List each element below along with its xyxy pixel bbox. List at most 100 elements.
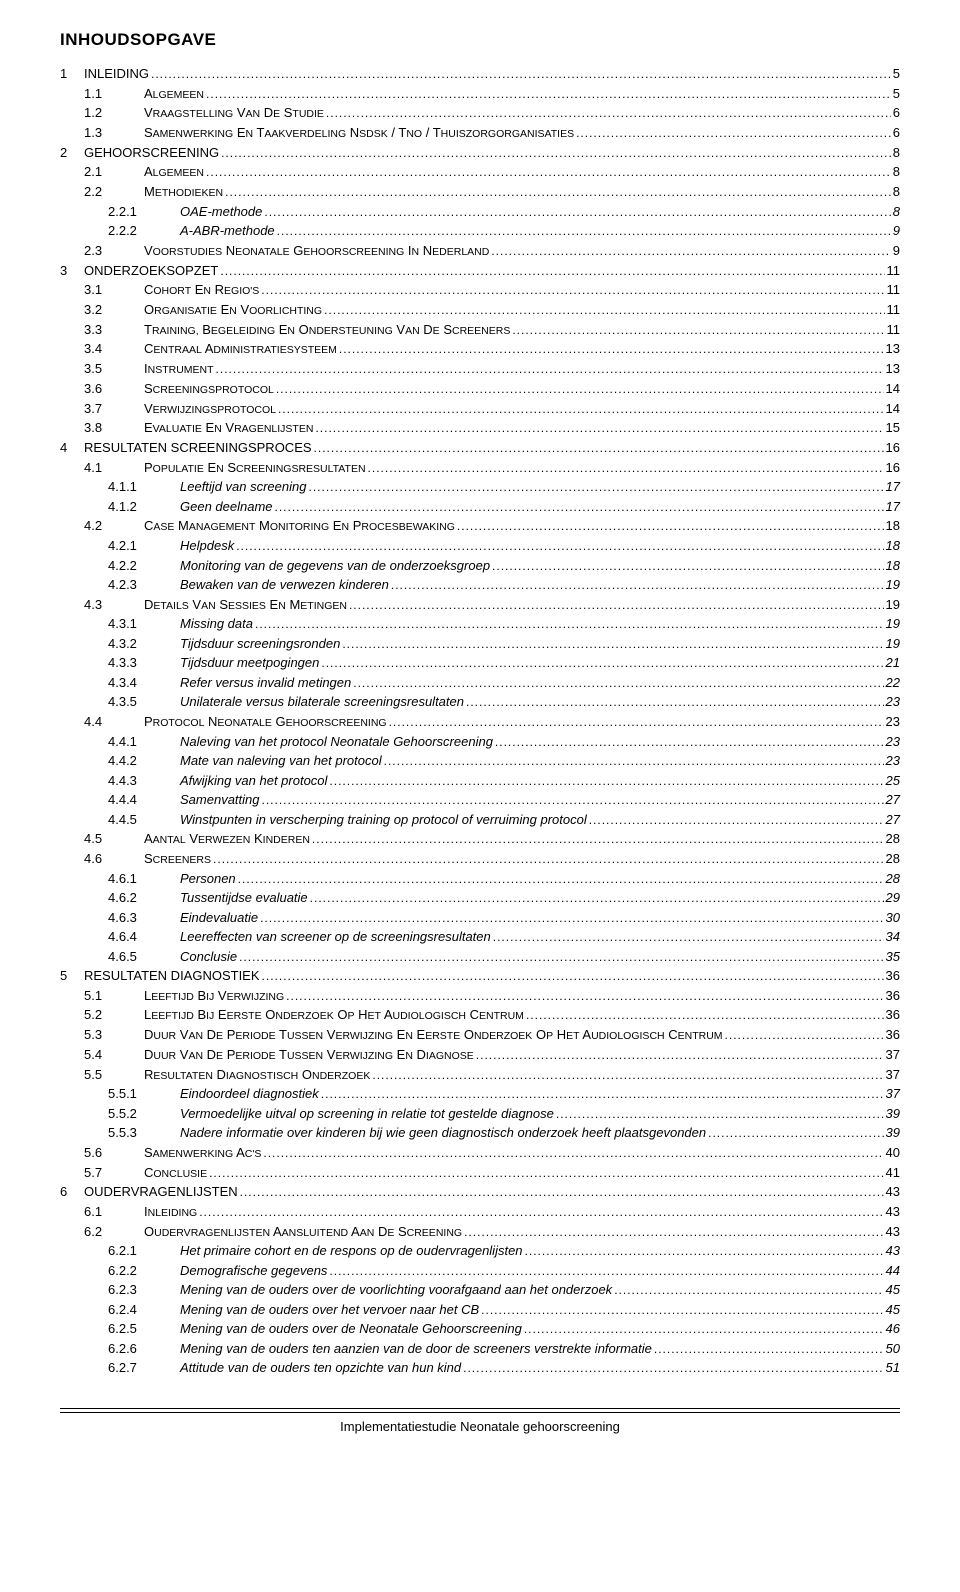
- toc-entry-number: 5.1: [84, 986, 144, 1006]
- toc-entry-label: OUDERVRAGENLIJSTEN AANSLUITEND AAN DE SC…: [144, 1222, 462, 1242]
- toc-entry-number: 4.4.3: [108, 771, 180, 791]
- toc-entry-page: 30: [886, 908, 900, 928]
- toc-leader: [206, 84, 891, 104]
- toc-entry-number: 4.1.1: [108, 477, 180, 497]
- toc-entry-number: 3.8: [84, 418, 144, 438]
- toc-leader: [199, 1202, 883, 1222]
- toc-entry-number: 5.5: [84, 1065, 144, 1085]
- toc-entry: 3.8EVALUATIE EN VRAGENLIJSTEN15: [60, 418, 900, 438]
- toc-leader: [391, 575, 884, 595]
- toc-entry: 5.5.3Nadere informatie over kinderen bij…: [60, 1123, 900, 1143]
- toc-entry-number: 4.6.5: [108, 947, 180, 967]
- toc-entry: 4.6SCREENERS28: [60, 849, 900, 869]
- toc-entry-page: 22: [886, 673, 900, 693]
- toc-entry-number: 4.1.2: [108, 497, 180, 517]
- toc-entry-page: 18: [886, 516, 900, 536]
- toc-entry-label: Samenvatting: [180, 790, 260, 810]
- toc-entry-label: Leereffecten van screener op de screenin…: [180, 927, 491, 947]
- toc-entry-number: 3.3: [84, 320, 144, 340]
- toc-entry: 5.5.2Vermoedelijke uitval op screening i…: [60, 1104, 900, 1124]
- toc-entry-number: 4.2.3: [108, 575, 180, 595]
- toc-entry: 1.2VRAAGSTELLING VAN DE STUDIE6: [60, 103, 900, 123]
- toc-entry-number: 4.2.2: [108, 556, 180, 576]
- toc-entry: 3.6SCREENINGSPROTOCOL14: [60, 379, 900, 399]
- toc-entry: 4.2.3Bewaken van de verwezen kinderen19: [60, 575, 900, 595]
- toc-entry-label: Tijdsduur meetpogingen: [180, 653, 319, 673]
- toc-entry-number: 4.6.1: [108, 869, 180, 889]
- toc-entry-label: Tussentijdse evaluatie: [180, 888, 308, 908]
- toc-leader: [260, 908, 883, 928]
- toc-entry-label: OAE-methode: [180, 202, 262, 222]
- toc-leader: [225, 182, 891, 202]
- toc-entry: 4RESULTATEN SCREENINGSPROCES16: [60, 438, 900, 458]
- toc-entry-label: LEEFTIJD BIJ EERSTE ONDERZOEK OP HET AUD…: [144, 1005, 524, 1025]
- toc-entry: 6.1INLEIDING43: [60, 1202, 900, 1222]
- toc-leader: [277, 221, 891, 241]
- toc-entry-label: SAMENWERKING AC'S: [144, 1143, 261, 1163]
- toc-leader: [614, 1280, 883, 1300]
- toc-leader: [275, 497, 884, 517]
- toc-entry-page: 9: [893, 241, 900, 261]
- toc-entry-number: 6.2.2: [108, 1261, 180, 1281]
- toc-entry: 2.1ALGEMEEN8: [60, 162, 900, 182]
- toc-entry-label: VOORSTUDIES NEONATALE GEHOORSCREENING IN…: [144, 241, 489, 261]
- toc-entry: 4.2CASE MANAGEMENT MONITORING EN PROCESB…: [60, 516, 900, 536]
- toc-leader: [481, 1300, 883, 1320]
- toc-entry: 5.4DUUR VAN DE PERIODE TUSSEN VERWIJZING…: [60, 1045, 900, 1065]
- toc-leader: [466, 692, 884, 712]
- toc-entry-label: Eindevaluatie: [180, 908, 258, 928]
- toc-entry: 3.1COHORT EN REGIO'S11: [60, 280, 900, 300]
- toc-entry-number: 6.2.3: [108, 1280, 180, 1300]
- toc-entry-page: 43: [886, 1222, 900, 1242]
- toc-entry-page: 13: [886, 339, 900, 359]
- toc-leader: [324, 300, 884, 320]
- toc-entry-page: 44: [886, 1261, 900, 1281]
- toc-entry-page: 16: [886, 438, 900, 458]
- toc-entry-label: Attitude van de ouders ten opzichte van …: [180, 1358, 461, 1378]
- toc-leader: [492, 556, 883, 576]
- toc-entry: 6.2.3Mening van de ouders over de voorli…: [60, 1280, 900, 1300]
- toc-entry-number: 4.4.2: [108, 751, 180, 771]
- toc-entry-number: 4.3.2: [108, 634, 180, 654]
- toc-entry-page: 46: [886, 1319, 900, 1339]
- toc-entry-number: 1.2: [84, 103, 144, 123]
- toc-entry-page: 37: [886, 1045, 900, 1065]
- toc-entry-label: Monitoring van de gegevens van de onderz…: [180, 556, 490, 576]
- toc-entry-page: 19: [886, 634, 900, 654]
- toc-entry: 3.3TRAINING, BEGELEIDING EN ONDERSTEUNIN…: [60, 320, 900, 340]
- toc-entry-number: 2.2.1: [108, 202, 180, 222]
- toc-entry-page: 51: [886, 1358, 900, 1378]
- toc-entry-label: CENTRAAL ADMINISTRATIESYSTEEM: [144, 339, 337, 359]
- toc-entry-number: 4.4.1: [108, 732, 180, 752]
- toc-leader: [372, 1065, 883, 1085]
- toc-entry-page: 25: [886, 771, 900, 791]
- toc-entry-page: 18: [886, 556, 900, 576]
- toc-entry: 6.2.4Mening van de ouders over het vervo…: [60, 1300, 900, 1320]
- toc-entry-number: 6: [60, 1182, 84, 1202]
- toc-leader: [339, 339, 884, 359]
- toc-title: INHOUDSOPGAVE: [60, 30, 900, 50]
- toc-entry-label: Naleving van het protocol Neonatale Geho…: [180, 732, 493, 752]
- toc-entry-label: Eindoordeel diagnostiek: [180, 1084, 319, 1104]
- toc-entry-page: 45: [886, 1300, 900, 1320]
- toc-entry: 4.1POPULATIE EN SCREENINGSRESULTATEN16: [60, 458, 900, 478]
- toc-entry-page: 35: [886, 947, 900, 967]
- toc-entry-page: 36: [886, 986, 900, 1006]
- toc-entry-label: Het primaire cohort en de respons op de …: [180, 1241, 523, 1261]
- toc-entry-number: 3.2: [84, 300, 144, 320]
- toc-entry-page: 41: [886, 1163, 900, 1183]
- toc-entry-label: Missing data: [180, 614, 253, 634]
- toc-entry-number: 5.5.2: [108, 1104, 180, 1124]
- toc-entry: 4.2.2Monitoring van de gegevens van de o…: [60, 556, 900, 576]
- toc-entry: 6OUDERVRAGENLIJSTEN43: [60, 1182, 900, 1202]
- toc-entry-number: 4: [60, 438, 84, 458]
- toc-entry: 5.1LEEFTIJD BIJ VERWIJZING36: [60, 986, 900, 1006]
- toc-leader: [312, 829, 884, 849]
- toc-entry-page: 43: [886, 1241, 900, 1261]
- toc-entry-page: 17: [886, 497, 900, 517]
- toc-entry: 1.3SAMENWERKING EN TAAKVERDELING NSDSK /…: [60, 123, 900, 143]
- toc-entry-number: 3.5: [84, 359, 144, 379]
- toc-leader: [495, 732, 884, 752]
- toc-entry: 4.3.2Tijdsduur screeningsronden19: [60, 634, 900, 654]
- toc-leader: [206, 162, 891, 182]
